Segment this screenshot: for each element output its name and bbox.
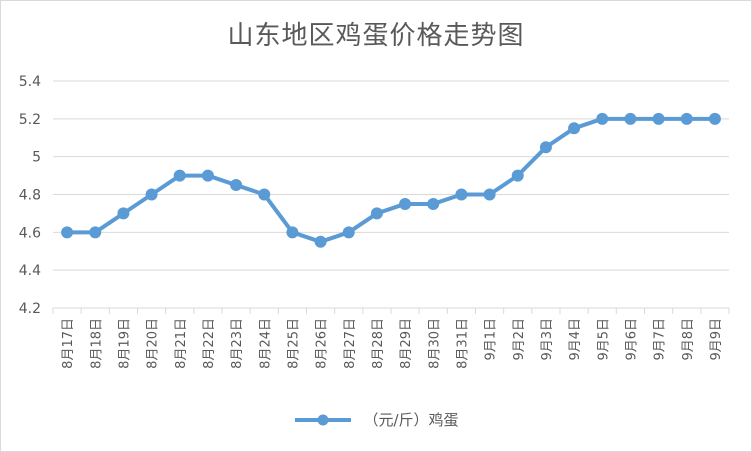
data-point xyxy=(89,226,102,239)
x-axis: 8月17日 8月18日 8月19日 8月20日 8月21日 8月22日 8月23日 8月24日… xyxy=(52,308,730,369)
y-tick-label: 5.4 xyxy=(19,74,41,90)
x-tick-label: 9月7日 xyxy=(653,318,668,361)
data-point xyxy=(539,141,552,154)
data-point xyxy=(230,179,243,192)
x-tick-label: 8月22日 xyxy=(202,318,217,369)
x-tick-label: 8月19日 xyxy=(117,318,132,369)
x-tick-label: 8月29日 xyxy=(399,318,414,369)
y-tick-label: 4.4 xyxy=(19,263,41,279)
x-tick-label: 9月4日 xyxy=(568,318,583,361)
legend-marker-icon xyxy=(295,414,352,425)
x-tick-label: 8月25日 xyxy=(286,318,301,369)
data-point xyxy=(258,188,271,201)
data-point xyxy=(624,112,637,125)
data-point xyxy=(455,188,468,201)
x-tick-label: 9月1日 xyxy=(484,318,499,361)
data-point xyxy=(708,112,721,125)
data-point xyxy=(117,207,130,220)
data-point xyxy=(145,188,158,201)
data-point xyxy=(511,169,524,182)
x-tick-label: 8月30日 xyxy=(427,318,442,369)
x-tick-label: 9月5日 xyxy=(596,318,611,361)
x-tick-label: 8月24日 xyxy=(258,318,273,369)
data-point xyxy=(596,112,609,125)
x-tick-label: 8月23日 xyxy=(230,318,245,369)
y-tick-label: 5 xyxy=(32,150,41,166)
data-point xyxy=(61,226,74,239)
x-tick-label: 9月2日 xyxy=(512,318,527,361)
legend: （元/斤）鸡蛋 xyxy=(1,409,751,430)
y-axis: 4.2 4.4 4.6 4.8 5 5.2 5.4 xyxy=(19,74,41,317)
data-point xyxy=(314,235,327,248)
data-point xyxy=(399,197,412,210)
x-tick-label: 9月9日 xyxy=(709,318,724,361)
x-tick-label: 9月6日 xyxy=(624,318,639,361)
x-tick-label: 9月3日 xyxy=(540,318,555,361)
data-point xyxy=(201,169,214,182)
x-tick-label: 8月28日 xyxy=(371,318,386,369)
x-tick-label: 9月8日 xyxy=(681,318,696,361)
chart-title: 山东地区鸡蛋价格走势图 xyxy=(227,21,525,51)
x-tick-label: 8月27日 xyxy=(343,318,358,369)
x-tick-label: 8月31日 xyxy=(455,318,470,369)
data-point xyxy=(173,169,186,182)
series-line xyxy=(65,116,717,244)
y-tick-label: 4.8 xyxy=(19,188,41,204)
x-tick-label: 8月20日 xyxy=(146,318,161,369)
data-point xyxy=(652,112,665,125)
series-layer xyxy=(61,112,721,248)
data-point xyxy=(286,226,299,239)
data-point xyxy=(680,112,693,125)
data-point xyxy=(568,122,581,135)
x-tick-label: 8月17日 xyxy=(61,318,76,369)
data-point xyxy=(370,207,383,220)
x-tick-label: 8月26日 xyxy=(315,318,330,369)
y-tick-label: 4.6 xyxy=(19,225,41,241)
data-point xyxy=(427,197,440,210)
data-point xyxy=(483,188,496,201)
data-point xyxy=(342,226,355,239)
y-tick-label: 5.2 xyxy=(19,112,41,128)
x-tick-label: 8月21日 xyxy=(174,318,189,369)
y-tick-label: 4.2 xyxy=(19,301,41,317)
x-tick-label: 8月18日 xyxy=(89,318,104,369)
legend-label: （元/斤）鸡蛋 xyxy=(363,411,459,429)
